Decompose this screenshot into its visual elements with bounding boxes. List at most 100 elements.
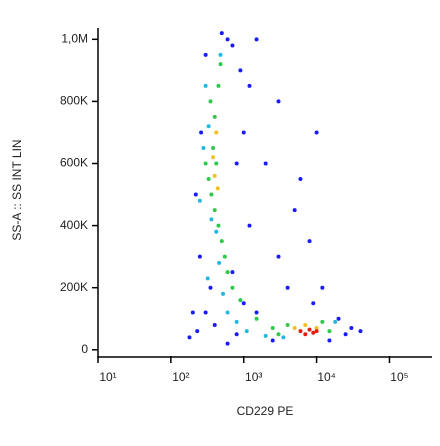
event-dot bbox=[203, 310, 208, 315]
event-dot bbox=[298, 177, 303, 182]
event-dot bbox=[216, 223, 221, 228]
event-dot bbox=[230, 270, 235, 275]
event-dot bbox=[285, 285, 290, 290]
event-dot bbox=[281, 335, 286, 340]
event-dot bbox=[217, 260, 222, 265]
event-dot bbox=[208, 99, 213, 104]
event-dot bbox=[358, 329, 363, 334]
event-dot bbox=[349, 326, 354, 331]
event-dot bbox=[244, 329, 249, 334]
event-dot bbox=[209, 192, 214, 197]
event-dot bbox=[333, 319, 338, 324]
event-dot bbox=[247, 223, 252, 228]
event-dot bbox=[270, 326, 275, 331]
event-dot bbox=[221, 291, 226, 296]
event-dot bbox=[270, 338, 275, 343]
event-dot bbox=[212, 208, 217, 213]
x-tick-label: 10³ bbox=[245, 370, 262, 384]
event-dot bbox=[218, 62, 223, 67]
event-dot bbox=[336, 316, 341, 321]
event-dot bbox=[254, 310, 259, 315]
event-dot bbox=[241, 301, 246, 306]
y-axis-title: SS-A :: SS INT LIN bbox=[10, 139, 24, 240]
event-dot bbox=[311, 330, 316, 335]
event-dot bbox=[327, 338, 332, 343]
event-dot bbox=[212, 322, 217, 327]
event-dot bbox=[263, 161, 268, 166]
y-tick-label: 1,0M bbox=[61, 31, 88, 45]
event-dot bbox=[203, 83, 208, 88]
event-dot bbox=[214, 229, 219, 234]
event-dot bbox=[238, 68, 243, 73]
event-dot bbox=[208, 285, 213, 290]
event-dot bbox=[254, 316, 259, 321]
event-dot bbox=[203, 52, 208, 57]
event-dot bbox=[314, 329, 319, 334]
event-dot bbox=[216, 83, 221, 88]
event-dot bbox=[298, 329, 303, 334]
y-tick-label: 600K bbox=[60, 156, 88, 170]
event-dot bbox=[205, 276, 210, 281]
event-dot bbox=[197, 198, 202, 203]
event-dot bbox=[234, 319, 239, 324]
event-dot bbox=[212, 173, 217, 178]
event-dot bbox=[311, 301, 316, 306]
y-tick-label: 400K bbox=[60, 218, 88, 232]
event-dot bbox=[276, 332, 281, 337]
event-dot bbox=[314, 130, 319, 135]
event-dot bbox=[225, 310, 230, 315]
event-dot bbox=[211, 155, 216, 160]
event-dot bbox=[193, 192, 198, 197]
x-tick-label: 10⁵ bbox=[390, 370, 408, 384]
event-dot bbox=[222, 254, 227, 259]
event-dot bbox=[190, 310, 195, 315]
event-dot bbox=[343, 332, 348, 337]
event-dot bbox=[307, 327, 312, 332]
event-dot bbox=[285, 322, 290, 327]
event-dot bbox=[225, 341, 230, 346]
event-dot bbox=[219, 239, 224, 244]
event-dot bbox=[209, 217, 214, 222]
event-dot bbox=[292, 326, 297, 331]
x-axis-title: CD229 PE bbox=[237, 404, 294, 418]
event-dot bbox=[203, 161, 208, 166]
event-dot bbox=[218, 52, 223, 57]
event-dot bbox=[214, 130, 219, 135]
event-dot bbox=[234, 161, 239, 166]
event-dot bbox=[225, 37, 230, 42]
event-dot bbox=[234, 332, 239, 337]
event-dot bbox=[197, 254, 202, 259]
event-dot bbox=[187, 335, 192, 340]
event-dot bbox=[303, 332, 308, 337]
event-dot bbox=[241, 130, 246, 135]
event-dot bbox=[206, 177, 211, 182]
event-dot bbox=[238, 298, 243, 303]
event-dot bbox=[230, 285, 235, 290]
event-dot bbox=[230, 43, 235, 48]
event-dot bbox=[211, 145, 216, 150]
event-dot bbox=[263, 333, 268, 338]
event-dot bbox=[276, 254, 281, 259]
y-tick-label: 0 bbox=[81, 342, 88, 356]
event-dot bbox=[276, 99, 281, 104]
event-dot bbox=[225, 270, 230, 275]
event-dot bbox=[206, 124, 211, 129]
event-dot bbox=[292, 208, 297, 213]
event-dot bbox=[219, 31, 224, 36]
event-dot bbox=[320, 285, 325, 290]
event-dot bbox=[303, 322, 308, 327]
y-tick-label: 800K bbox=[60, 94, 88, 108]
event-dot bbox=[247, 83, 252, 88]
event-dot bbox=[254, 37, 259, 42]
event-dot bbox=[212, 114, 217, 119]
event-dot bbox=[320, 319, 325, 324]
x-tick-label: 10¹ bbox=[99, 370, 116, 384]
event-dot bbox=[199, 130, 204, 135]
event-dot bbox=[201, 145, 206, 150]
event-dot bbox=[214, 161, 219, 166]
x-tick-label: 10⁴ bbox=[317, 370, 336, 384]
event-dot bbox=[215, 186, 220, 191]
y-tick-label: 200K bbox=[60, 280, 88, 294]
event-dot bbox=[307, 239, 312, 244]
